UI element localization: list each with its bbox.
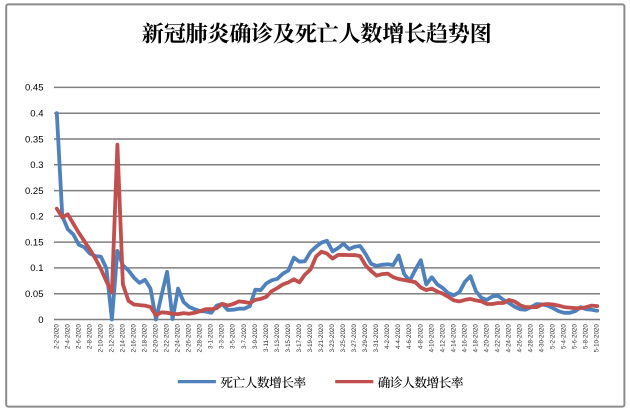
svg-text:2-18-2020: 2-18-2020: [142, 324, 149, 353]
svg-text:4-8-2020: 4-8-2020: [417, 324, 424, 349]
svg-text:2-8-2020: 2-8-2020: [86, 324, 93, 349]
svg-text:2-12-2020: 2-12-2020: [108, 324, 115, 353]
svg-text:0.05: 0.05: [25, 289, 44, 300]
svg-text:4-6-2020: 4-6-2020: [406, 324, 413, 349]
svg-text:3-31-2020: 3-31-2020: [373, 324, 380, 353]
svg-text:2-2-2020: 2-2-2020: [53, 324, 60, 349]
svg-text:5-6-2020: 5-6-2020: [572, 324, 579, 349]
svg-text:2-26-2020: 2-26-2020: [186, 324, 193, 353]
svg-text:3-29-2020: 3-29-2020: [362, 324, 369, 353]
svg-text:0.35: 0.35: [25, 134, 44, 145]
svg-text:4-4-2020: 4-4-2020: [395, 324, 402, 349]
svg-text:5-4-2020: 5-4-2020: [561, 324, 568, 349]
svg-text:3-27-2020: 3-27-2020: [351, 324, 358, 353]
svg-text:0.4: 0.4: [30, 109, 43, 120]
svg-text:5-10-2020: 5-10-2020: [594, 324, 601, 353]
svg-text:2-16-2020: 2-16-2020: [131, 324, 138, 353]
svg-text:2-20-2020: 2-20-2020: [153, 324, 160, 353]
svg-text:0.15: 0.15: [25, 237, 44, 248]
svg-text:4-26-2020: 4-26-2020: [517, 324, 524, 353]
svg-text:0.3: 0.3: [30, 160, 43, 171]
svg-text:0.2: 0.2: [30, 212, 43, 223]
svg-text:3-21-2020: 3-21-2020: [318, 324, 325, 353]
svg-text:3-17-2020: 3-17-2020: [296, 324, 303, 353]
svg-text:2-10-2020: 2-10-2020: [97, 324, 104, 353]
svg-text:0: 0: [38, 315, 43, 326]
svg-text:3-19-2020: 3-19-2020: [307, 324, 314, 353]
svg-text:3-15-2020: 3-15-2020: [285, 324, 292, 353]
svg-text:3-13-2020: 3-13-2020: [274, 324, 281, 353]
svg-text:2-14-2020: 2-14-2020: [119, 324, 126, 353]
svg-text:4-12-2020: 4-12-2020: [439, 324, 446, 353]
svg-text:4-10-2020: 4-10-2020: [428, 324, 435, 353]
svg-text:4-18-2020: 4-18-2020: [472, 324, 479, 353]
svg-text:2-4-2020: 2-4-2020: [64, 324, 71, 349]
svg-text:5-8-2020: 5-8-2020: [583, 324, 590, 349]
svg-text:2-22-2020: 2-22-2020: [164, 324, 171, 353]
svg-text:2-28-2020: 2-28-2020: [197, 324, 204, 353]
svg-text:4-30-2020: 4-30-2020: [539, 324, 546, 353]
svg-text:4-20-2020: 4-20-2020: [483, 324, 490, 353]
svg-text:4-14-2020: 4-14-2020: [450, 324, 457, 353]
svg-text:3-25-2020: 3-25-2020: [340, 324, 347, 353]
svg-text:3-1-2020: 3-1-2020: [208, 324, 215, 349]
svg-text:3-7-2020: 3-7-2020: [241, 324, 248, 349]
svg-text:4-24-2020: 4-24-2020: [506, 324, 513, 353]
svg-text:0.1: 0.1: [30, 263, 43, 274]
svg-text:5-2-2020: 5-2-2020: [550, 324, 557, 349]
svg-text:4-2-2020: 4-2-2020: [384, 324, 391, 349]
svg-text:3-9-2020: 3-9-2020: [252, 324, 259, 349]
svg-text:3-11-2020: 3-11-2020: [263, 324, 270, 352]
svg-text:4-28-2020: 4-28-2020: [528, 324, 535, 353]
svg-text:4-22-2020: 4-22-2020: [495, 324, 502, 353]
svg-text:0.45: 0.45: [25, 83, 44, 94]
svg-text:0.25: 0.25: [25, 186, 44, 197]
svg-text:2-24-2020: 2-24-2020: [175, 324, 182, 353]
svg-text:4-16-2020: 4-16-2020: [461, 324, 468, 353]
svg-text:3-5-2020: 3-5-2020: [230, 324, 237, 349]
svg-text:3-23-2020: 3-23-2020: [329, 324, 336, 353]
svg-text:3-3-2020: 3-3-2020: [219, 324, 226, 349]
svg-text:2-6-2020: 2-6-2020: [75, 324, 82, 349]
